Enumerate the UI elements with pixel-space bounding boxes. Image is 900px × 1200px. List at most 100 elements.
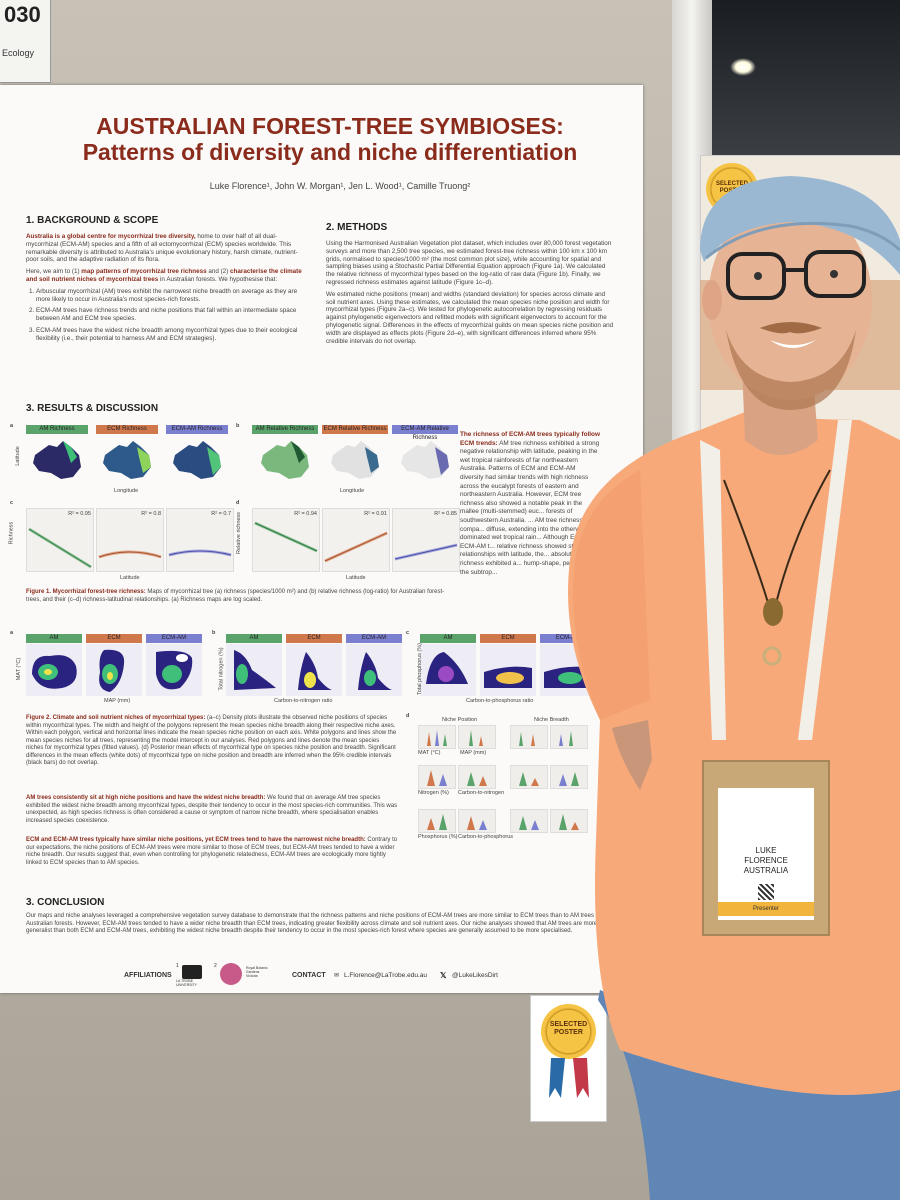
r-squared-label: R² = 0.7 <box>211 511 231 517</box>
effect-plot <box>458 725 496 749</box>
hypotheses-list: Arbuscular mycorrhizal (AM) trees exhibi… <box>26 288 308 343</box>
university-name: LA TROBE UNIVERSITY <box>176 979 198 987</box>
selected-poster-seal: SELECTED POSTER <box>541 1004 596 1059</box>
gardens-name: Royal Botanic Gardens Victoria <box>246 966 268 978</box>
poster-authors: Luke Florence¹, John W. Morgan¹, Jen L. … <box>209 181 471 191</box>
methods-paragraph-1: Using the Harmonised Australian Vegetati… <box>326 240 612 286</box>
r-squared-label: R² = 0.91 <box>364 511 387 517</box>
figure-1c-latitude-richness: c Richness R² = 0.95 R² = 0.8 R² = 0.7 L… <box>8 500 236 585</box>
selected-poster-sticker: SELECTED POSTER <box>530 995 607 1122</box>
density-tag-am: AM <box>420 634 476 643</box>
effect-axis-label: MAT (°C) <box>418 750 441 756</box>
figure-2-caption-body: (a–c) Density plots illustrate the obser… <box>26 715 397 766</box>
panel-letter: d <box>236 500 240 506</box>
affiliation-number: 2 <box>214 963 217 969</box>
poster-category: Ecology <box>2 48 35 58</box>
r-squared-label: R² = 0.8 <box>141 511 161 517</box>
relative-map-ecm <box>324 437 386 485</box>
map-tag-ecm-am-relative: ECM-AM Relative Richness <box>392 425 458 441</box>
badge-last-name: FLORENCE <box>744 856 788 865</box>
density-ecm-climate <box>86 644 142 696</box>
density-ecm-phosphorus <box>480 644 536 696</box>
x-axis-label: Carbon-to-nitrogen ratio <box>274 698 333 704</box>
x-axis-label: Longitude <box>114 488 139 494</box>
figure-1-caption-body: Maps of mycorrhizal tree (a) richness (s… <box>26 589 445 603</box>
contact-email[interactable]: L.Florence@LaTrobe.edu.au <box>344 972 427 979</box>
results-ecm-lead: ECM and ECM-AM trees typically have simi… <box>26 837 366 843</box>
r-squared-label: R² = 0.95 <box>68 511 91 517</box>
richness-map-ecm <box>96 437 158 485</box>
relative-map-ecm-am <box>394 437 456 485</box>
aims-start: Here, we aim to (1) <box>26 268 82 276</box>
x-axis-label: Latitude <box>346 575 366 581</box>
results-ecm-paragraph: ECM and ECM-AM trees typically have simi… <box>26 837 398 867</box>
results-am-paragraph: AM trees consistently sit at high niche … <box>26 795 398 825</box>
effect-axis-label: Phosphorus (%) <box>418 834 458 840</box>
poster-number-card: 030 Ecology <box>0 0 51 83</box>
richness-map-am <box>26 437 88 485</box>
panel-letter: c <box>406 630 410 636</box>
panel-letter: d <box>406 713 410 719</box>
ceiling-light <box>730 58 756 76</box>
map-tag-am: AM Richness <box>26 425 88 434</box>
density-am-nitrogen <box>226 644 282 696</box>
affiliation-number: 1 <box>176 963 179 969</box>
panel-letter: c <box>10 500 14 506</box>
x-axis-label: Longitude <box>340 488 365 494</box>
density-ecm-am-nitrogen <box>346 644 402 696</box>
figure-2-density-plots: a b c AM ECM ECM-AM AM ECM ECM-AM AM ECM… <box>10 630 614 710</box>
sticker-text: SELECTED POSTER <box>549 1021 588 1036</box>
effect-plot <box>418 725 456 749</box>
effect-axis-label: Carbon-to-phosphorus <box>458 834 514 840</box>
x-axis-label: Carbon-to-phosphorus ratio <box>466 698 534 704</box>
scatter-am: R² = 0.95 <box>26 508 94 572</box>
hypothesis-item: Arbuscular mycorrhizal (AM) trees exhibi… <box>36 288 308 304</box>
sticker-ribbon-icon <box>549 1058 589 1098</box>
density-tag-ecm: ECM <box>480 634 536 643</box>
figure-1a-maps: a AM Richness ECM Richness ECM-AM Richne… <box>10 423 234 533</box>
effect-axis-label: Carbon-to-nitrogen <box>458 790 505 796</box>
figure-2-caption: Figure 2. Climate and soil nutrient nich… <box>26 715 398 768</box>
r-squared-label: R² = 0.85 <box>434 511 457 517</box>
effect-plot <box>510 809 548 833</box>
contact-handle[interactable]: @LukeLikesDirt <box>452 972 498 979</box>
richness-map-ecm-am <box>166 437 228 485</box>
poster-number: 030 <box>4 2 41 27</box>
background-heading: 1. BACKGROUND & SCOPE <box>26 215 159 226</box>
figure-1-caption-lead: Figure 1. Mycorrhizal forest-tree richne… <box>26 589 146 595</box>
map-tag-ecm-relative: ECM Relative Richness <box>322 425 388 434</box>
royal-botanic-gardens-logo <box>220 963 242 985</box>
scatter-am-relative: R² = 0.94 <box>252 508 320 572</box>
contact-label: CONTACT <box>292 972 326 979</box>
poster-title: AUSTRALIAN FOREST-TREE SYMBIOSES: Patter… <box>30 113 630 165</box>
scatter-ecm: R² = 0.8 <box>96 508 164 572</box>
scatter-ecm-relative: R² = 0.91 <box>322 508 390 572</box>
density-ecm-am-climate <box>146 644 202 696</box>
results-heading: 3. RESULTS & DISCUSSION <box>26 403 159 414</box>
effect-plot <box>458 809 496 833</box>
aims-mid: and (2) <box>206 268 231 276</box>
conclusion-text: Our maps and niche analyses leveraged a … <box>26 913 601 934</box>
x-axis-label: Latitude <box>120 575 140 581</box>
r-squared-label: R² = 0.94 <box>294 511 317 517</box>
relative-map-am <box>254 437 316 485</box>
panel-letter: b <box>236 423 240 429</box>
methods-text: Using the Harmonised Australian Vegetati… <box>326 240 614 349</box>
methods-heading: 2. METHODS <box>326 222 388 233</box>
aim-1: map patterns of mycorrhizal tree richnes… <box>81 268 207 276</box>
effect-plot <box>418 809 456 833</box>
badge-name: LUKE FLORENCE AUSTRALIA <box>718 846 814 876</box>
figure-1d-latitude-relative-richness: d Relative richness R² = 0.94 R² = 0.91 … <box>236 500 462 585</box>
results-am-body: We found that on average AM tree species… <box>26 795 398 824</box>
effect-plot <box>550 765 588 789</box>
x-axis-label: MAP (mm) <box>104 698 131 704</box>
name-badge-card: LUKE FLORENCE AUSTRALIA Presenter <box>718 788 814 920</box>
density-tag-ecm-am: ECM-AM <box>540 634 596 643</box>
panel-letter: a <box>10 630 14 636</box>
badge-first-name: LUKE <box>755 846 777 855</box>
badge-country: AUSTRALIA <box>743 866 789 875</box>
background-hall <box>712 0 900 160</box>
effect-plot <box>458 765 496 789</box>
hypothesis-item: ECM-AM trees have richness trends and ni… <box>36 307 308 323</box>
